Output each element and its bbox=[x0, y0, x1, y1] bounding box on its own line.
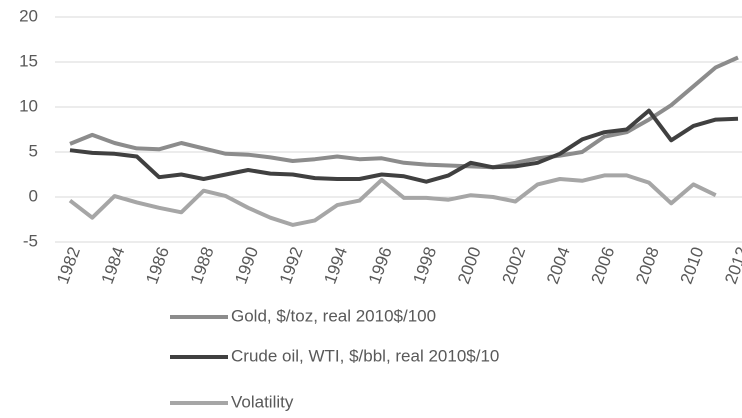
x-tick-label: 2000 bbox=[454, 244, 485, 286]
y-tick-label: 10 bbox=[19, 96, 38, 115]
y-tick-label: 20 bbox=[19, 6, 38, 25]
x-tick-label: 2006 bbox=[588, 244, 619, 286]
y-tick-label: 0 bbox=[29, 186, 38, 205]
legend-label: Crude oil, WTI, $/bbl, real 2010$/10 bbox=[231, 346, 499, 365]
x-tick-label: 2004 bbox=[543, 244, 574, 286]
x-tick-label: 1994 bbox=[320, 244, 351, 286]
x-tick-label: 2008 bbox=[632, 244, 663, 286]
x-tick-label: 2012 bbox=[721, 244, 742, 286]
x-tick-label: 1982 bbox=[53, 244, 84, 286]
x-tick-label: 1992 bbox=[276, 244, 307, 286]
x-tick-label: 1988 bbox=[187, 244, 218, 286]
x-tick-label: 1984 bbox=[98, 244, 129, 286]
x-tick-label: 1986 bbox=[142, 244, 173, 286]
series-line bbox=[69, 55, 739, 170]
legend-label: Gold, $/toz, real 2010$/100 bbox=[231, 306, 436, 325]
legend-label: Volatility bbox=[231, 392, 294, 411]
y-tick-label: 5 bbox=[29, 141, 38, 160]
series-line bbox=[69, 108, 739, 184]
x-tick-label: 1990 bbox=[231, 244, 262, 286]
x-tick-label: 2010 bbox=[677, 244, 708, 286]
y-tick-label: -5 bbox=[23, 231, 38, 250]
y-tick-label: 15 bbox=[19, 51, 38, 70]
x-tick-label: 2002 bbox=[499, 244, 530, 286]
x-tick-label: 1998 bbox=[409, 244, 440, 286]
x-tick-label: 1996 bbox=[365, 244, 396, 286]
series-line bbox=[68, 173, 717, 227]
